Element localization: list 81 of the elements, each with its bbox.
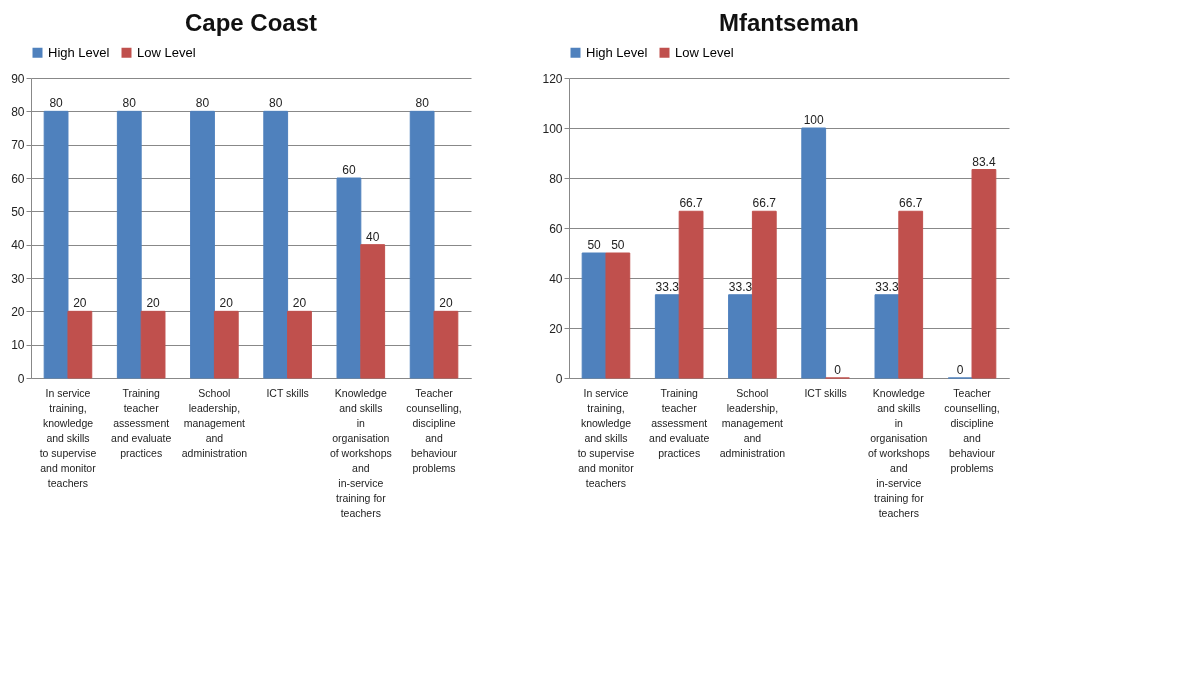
data-label: 80 [269,96,283,111]
data-label: 20 [146,296,161,311]
chart-title: Mfantseman [718,9,860,36]
y-tick-label: 80 [549,171,563,186]
y-tick-label: 40 [11,238,25,253]
bar [898,210,924,379]
y-tick-label: 10 [11,338,25,353]
y-tick-label: 30 [11,271,25,286]
bar [801,127,827,379]
legend-label: Low Level [675,44,734,60]
data-label: 0 [956,363,964,377]
data-label: 66.7 [679,196,704,211]
data-label: 60 [342,163,356,177]
bar [116,110,142,379]
bar [43,110,69,379]
legend-label: Low Level [137,44,196,60]
bar [360,244,386,379]
data-label: 33.3 [875,279,899,294]
y-tick-label: 80 [11,104,25,119]
y-tick-label: 40 [549,271,563,286]
x-tick-label: School leadership, management and administration [181,386,248,459]
x-tick-label: Teacher counselling, discipline and behaviour problems [944,386,1000,474]
y-tick-label: 90 [11,71,25,86]
data-label: 80 [122,96,137,111]
y-tick-label: 60 [11,171,25,186]
bar [605,252,631,379]
data-label: 83.4 [972,154,996,169]
data-label: 100 [803,113,825,127]
x-tick-label: ICT skills [266,386,309,399]
y-tick-label: 60 [549,221,563,236]
bar [409,110,435,379]
y-tick-label: 20 [549,321,563,336]
data-label: 33.3 [728,279,753,294]
data-label: 20 [73,296,87,311]
data-label: 66.7 [899,196,923,211]
data-label: 20 [219,296,234,311]
bar [433,310,459,379]
x-tick-label: In service training, knowledge and skills to supervise and monitor teachers [39,386,97,489]
data-label: 50 [611,238,625,252]
y-tick-label: 70 [11,138,25,153]
x-tick-label: School leadership, management and administration [719,386,786,459]
bar [190,110,215,379]
data-label: 80 [49,96,64,111]
y-tick-label: 100 [542,121,563,136]
y-tick-label: 0 [555,371,563,386]
x-tick-label: ICT skills [804,386,847,399]
data-label: 50 [587,238,602,252]
data-label: 80 [415,96,430,111]
bar [678,210,704,379]
legend-label: High Level [586,44,648,60]
chart-title: Cape Coast [184,9,318,36]
data-label: 20 [292,296,307,311]
bar [728,294,753,379]
bar [140,310,166,379]
y-tick-label: 20 [11,304,25,319]
y-tick-label: 0 [17,371,25,386]
data-label: 20 [439,296,453,311]
bar [213,310,239,379]
bar [971,169,997,379]
bar [287,310,312,379]
x-tick-label: In service training, knowledge and skills to supervise and monitor teachers [577,386,635,489]
data-label: 40 [366,229,380,244]
bar [336,177,362,379]
category-label: Knowledge and skills in organisation of workshops and in-service training for teachers [329,386,392,519]
category-label: Knowledge and skills in organisation of workshops and in-service training for teachers [867,386,930,519]
data-label: 33.3 [655,279,680,294]
x-tick-label: Training teacher assessment and evaluate practices [111,386,172,459]
bar [654,294,680,379]
bar [263,110,289,379]
y-tick-label: 50 [11,204,25,219]
x-tick-label: Training teacher assessment and evaluate practices [649,386,710,459]
y-tick-label: 120 [542,71,563,86]
data-label: 66.7 [752,196,777,211]
data-label: 80 [195,96,210,111]
bar [581,252,607,379]
bar [751,210,777,379]
x-tick-label: Teacher counselling, discipline and behaviour problems [406,386,462,474]
bar [874,294,900,379]
data-label: 0 [834,363,842,377]
bar [67,310,93,379]
legend-label: High Level [48,44,110,60]
